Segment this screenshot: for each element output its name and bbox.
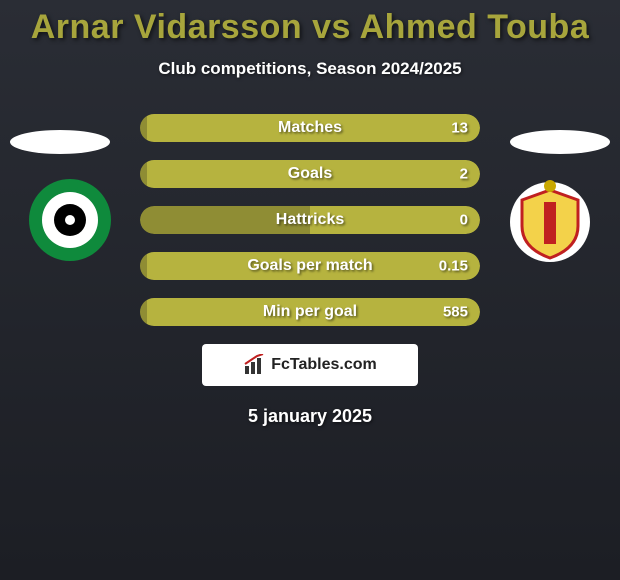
stat-bar-left	[140, 160, 147, 188]
stat-value-right: 0	[460, 212, 468, 229]
stat-value-right: 585	[443, 304, 468, 321]
brand-box[interactable]: FcTables.com	[202, 344, 418, 386]
stat-bar-left	[140, 252, 147, 280]
stat-label: Goals per match	[247, 257, 372, 275]
stat-value-right: 2	[460, 166, 468, 183]
stat-row: Min per goal 585	[140, 298, 480, 326]
stat-label: Matches	[278, 119, 342, 137]
stat-row: Goals 2	[140, 160, 480, 188]
comparison-title: Arnar Vidarsson vs Ahmed Touba	[0, 0, 620, 47]
stat-value-right: 13	[451, 120, 468, 137]
stat-label: Min per goal	[263, 303, 357, 321]
stat-row: Goals per match 0.15	[140, 252, 480, 280]
stat-rows: Matches 13 Goals 2 Hattricks 0 Goals per match…	[0, 114, 620, 326]
stat-bar-left	[140, 114, 147, 142]
snapshot-date: 5 january 2025	[0, 406, 620, 427]
season-subtitle: Club competitions, Season 2024/2025	[0, 59, 620, 79]
stat-value-right: 0.15	[439, 258, 468, 275]
stat-bar-left	[140, 298, 147, 326]
stat-label: Goals	[288, 165, 332, 183]
brand-chart-icon	[243, 354, 265, 376]
stat-row: Matches 13	[140, 114, 480, 142]
stat-label: Hattricks	[276, 211, 344, 229]
brand-text: FcTables.com	[271, 356, 377, 374]
stat-row: Hattricks 0	[140, 206, 480, 234]
